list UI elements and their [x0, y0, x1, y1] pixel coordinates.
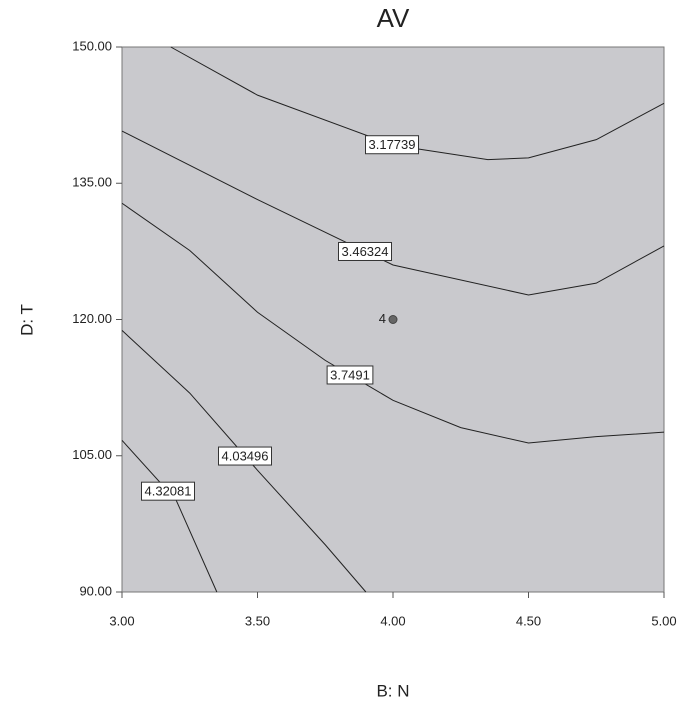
x-tick-label: 4.00 [380, 613, 405, 628]
contour-label-box [338, 241, 392, 261]
x-tick-label: 5.00 [651, 613, 676, 628]
contour-label-box [218, 446, 272, 466]
contour-label: 4.32081 [145, 484, 192, 499]
y-axis-label: D: T [17, 304, 36, 336]
contour-label: 3.46324 [342, 244, 389, 259]
y-tick-label: 120.00 [72, 311, 112, 326]
contour-label: 3.17739 [369, 137, 416, 152]
y-tick-label: 150.00 [72, 38, 112, 53]
y-tick-label: 135.00 [72, 175, 112, 190]
contour-line [121, 130, 665, 296]
x-tick-label: 4.50 [516, 613, 541, 628]
contour-label: 3.7491 [330, 367, 370, 382]
x-tick-label: 3.00 [109, 613, 134, 628]
x-axis-label: B: N [376, 681, 409, 700]
contour-label-box [141, 481, 195, 501]
design-point-label: 4 [379, 311, 386, 326]
x-tick-label: 3.50 [245, 613, 270, 628]
y-tick-label: 90.00 [79, 583, 112, 598]
contour-label-box [365, 135, 419, 155]
contour-line [121, 202, 665, 444]
chart-title: AV [377, 3, 410, 33]
contour-line [170, 46, 665, 161]
contour-label-box [326, 365, 374, 385]
contour-line [121, 330, 367, 593]
contour-label: 4.03496 [222, 448, 269, 463]
y-tick-label: 105.00 [72, 447, 112, 462]
design-point [388, 315, 398, 324]
